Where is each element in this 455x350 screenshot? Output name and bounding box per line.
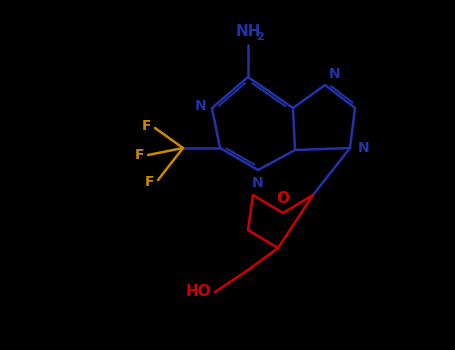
Text: N: N [252, 176, 264, 190]
Text: HO: HO [185, 285, 211, 300]
Text: F: F [135, 148, 144, 162]
Text: NH: NH [235, 24, 261, 39]
Text: N: N [358, 141, 369, 155]
Text: N: N [329, 67, 341, 81]
Text: F: F [145, 175, 154, 189]
Text: N: N [194, 99, 206, 113]
Text: O: O [277, 191, 289, 206]
Text: F: F [142, 119, 151, 133]
Text: 2: 2 [256, 32, 264, 42]
